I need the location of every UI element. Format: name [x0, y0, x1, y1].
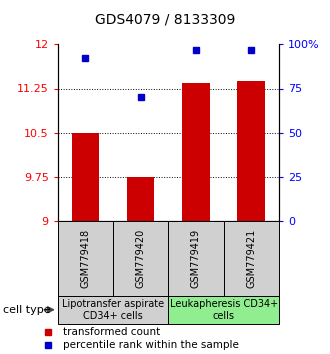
Text: GSM779420: GSM779420 [136, 229, 146, 288]
Bar [182, 82, 210, 221]
Text: cell type: cell type [3, 305, 51, 315]
Bar [58, 296, 168, 324]
Bar [168, 296, 279, 324]
Bar [72, 133, 99, 221]
Text: Lipotransfer aspirate
CD34+ cells: Lipotransfer aspirate CD34+ cells [62, 299, 164, 321]
Text: Leukapheresis CD34+
cells: Leukapheresis CD34+ cells [170, 299, 278, 321]
Text: GSM779419: GSM779419 [191, 229, 201, 288]
Bar [127, 177, 154, 221]
Bar [237, 81, 265, 221]
Text: GSM779418: GSM779418 [81, 229, 90, 288]
Bar [168, 221, 224, 296]
Text: percentile rank within the sample: percentile rank within the sample [63, 340, 239, 350]
Bar [113, 221, 168, 296]
Text: GSM779421: GSM779421 [246, 229, 256, 288]
Text: transformed count: transformed count [63, 327, 160, 337]
Text: GDS4079 / 8133309: GDS4079 / 8133309 [95, 12, 235, 27]
Bar [58, 221, 113, 296]
Bar [224, 221, 279, 296]
